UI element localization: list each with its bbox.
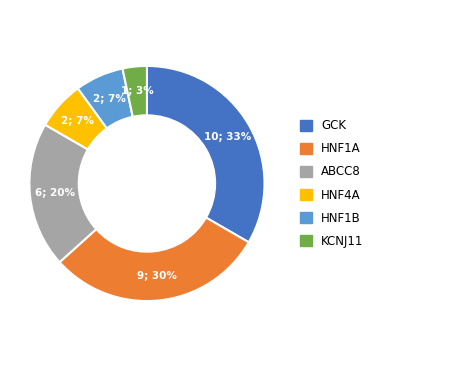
Wedge shape — [45, 88, 107, 149]
Legend: GCK, HNF1A, ABCC8, HNF4A, HNF1B, KCNJ11: GCK, HNF1A, ABCC8, HNF4A, HNF1B, KCNJ11 — [300, 119, 364, 248]
Wedge shape — [29, 125, 96, 262]
Text: 9; 30%: 9; 30% — [137, 271, 177, 281]
Text: 1; 3%: 1; 3% — [121, 86, 154, 96]
Text: 10; 33%: 10; 33% — [204, 132, 251, 142]
Wedge shape — [78, 69, 133, 128]
Text: 6; 20%: 6; 20% — [35, 188, 74, 198]
Text: 2; 7%: 2; 7% — [93, 94, 126, 103]
Wedge shape — [60, 218, 249, 301]
Wedge shape — [147, 66, 264, 242]
Text: 2; 7%: 2; 7% — [62, 116, 94, 126]
Wedge shape — [122, 66, 147, 117]
